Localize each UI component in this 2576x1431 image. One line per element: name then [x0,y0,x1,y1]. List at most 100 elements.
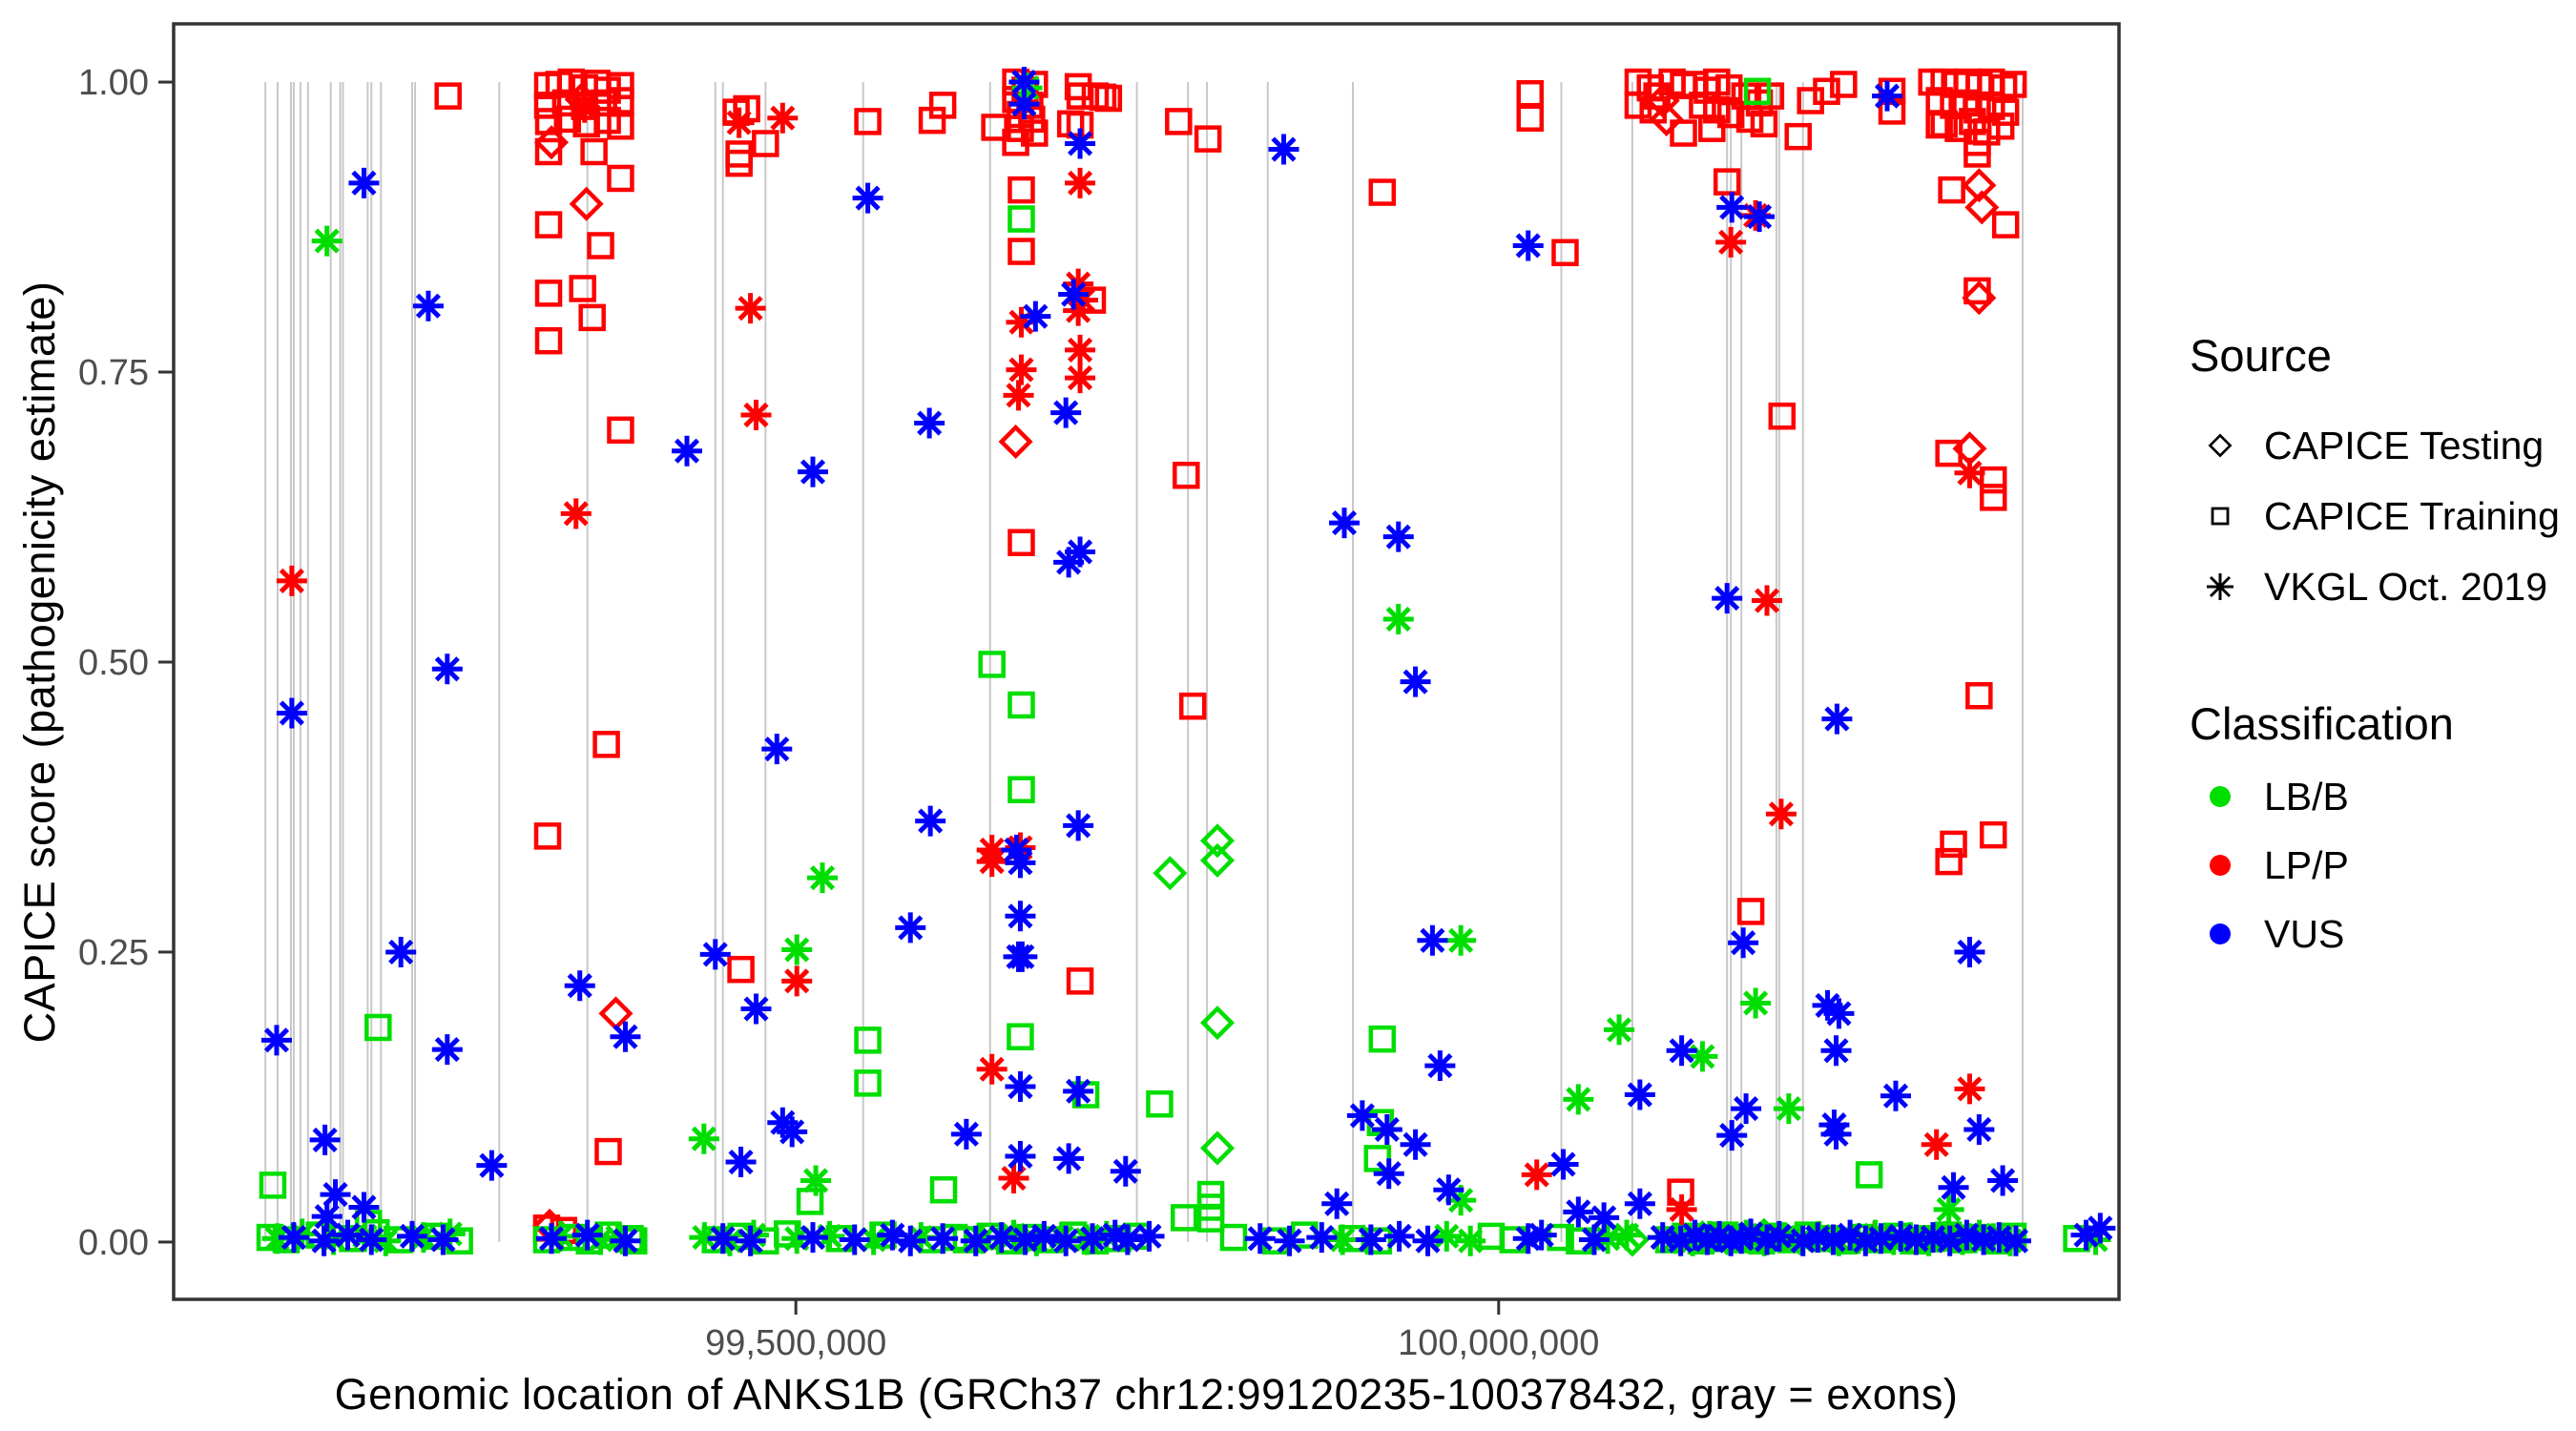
data-point-asterisk [781,1223,813,1255]
data-point-asterisk [1321,1188,1353,1219]
data-point-square [594,1137,622,1166]
data-point-asterisk [1063,295,1094,326]
data-point-asterisk [1589,1202,1620,1234]
data-point-asterisk [276,697,307,729]
data-point-square [1165,108,1193,135]
data-point-asterisk [1346,1100,1378,1131]
data-point-asterisk [1274,1225,1305,1256]
data-point-asterisk [1065,167,1096,198]
data-point-asterisk [740,993,772,1025]
data-point-asterisk [560,498,592,529]
data-point-square [1007,1023,1034,1050]
data-point-asterisk [699,939,731,970]
data-point-asterisk [2085,1213,2116,1244]
data-point-asterisk [1692,1224,1723,1255]
data-point-asterisk [1548,1149,1579,1180]
data-point-asterisk [1938,1172,1969,1203]
data-point-asterisk [1306,1222,1338,1254]
data-point-asterisk [735,293,766,324]
legend-item-vus: VUS [2190,908,2344,960]
data-point-asterisk [1712,583,1743,614]
data-point-asterisk [671,435,702,467]
y-tick-label: 0.75 [78,353,149,393]
data-point-asterisk [740,400,772,430]
data-point-square [1813,77,1840,106]
data-point-square [981,114,1008,141]
data-point-asterisk [905,1222,937,1254]
data-point-asterisk [1984,1222,2015,1254]
data-point-square [1743,77,1772,106]
data-point-square [1944,114,1972,142]
data-point-asterisk [895,1225,926,1256]
data-point-asterisk [1744,201,1776,233]
data-point-asterisk [976,846,1008,878]
data-point-asterisk [914,407,945,439]
data-point-asterisk [858,1224,889,1255]
data-point-asterisk [1006,354,1037,385]
data-point-asterisk [1020,301,1051,332]
x-axis-title: Genomic location of ANKS1B (GRCh37 chr12… [334,1370,1959,1419]
data-point-asterisk [1327,1224,1359,1255]
data-point-diamond [1964,190,2000,225]
data-point-asterisk [1666,1035,1697,1067]
data-point-diamond [1962,280,1997,316]
data-point-asterisk [1383,1220,1415,1252]
legend-item-vkgl: VKGL Oct. 2019 [2190,561,2547,612]
data-point-diamond [998,424,1033,459]
data-point-asterisk [1028,1220,1060,1252]
data-point-square [929,1175,958,1204]
data-point-asterisk [814,1220,845,1252]
asterisk-icon [2190,561,2251,612]
data-point-asterisk [689,1222,720,1254]
data-point-square [1797,87,1824,114]
data-point-asterisk [309,1124,341,1155]
data-point-asterisk [320,1179,351,1211]
data-point-asterisk [707,1223,738,1255]
exon-lines [264,82,2025,1242]
data-point-asterisk [1008,89,1040,120]
data-point-square [607,112,634,140]
data-point-square [1991,211,2020,238]
data-point-asterisk [1740,987,1772,1019]
y-tick-label: 1.00 [78,63,149,103]
data-point-asterisk [564,970,595,1002]
data-point-asterisk [1716,192,1748,223]
data-point-asterisk [1355,1224,1386,1255]
data-point-square [854,1069,882,1097]
data-point-asterisk [1110,1155,1141,1187]
data-point-asterisk [1512,230,1544,261]
data-point-asterisk [1954,457,1985,488]
data-point-square [1736,898,1765,925]
x-tick-label: 100,000,000 [1398,1323,1599,1363]
data-point-square [854,108,882,135]
data-point-asterisk [348,1192,380,1223]
data-point-square [1735,105,1764,134]
data-point-asterisk [1058,279,1090,310]
data-point-square [928,92,957,119]
data-point-square [1750,110,1778,138]
data-point-square [587,232,614,259]
data-point-asterisk [1604,1014,1635,1046]
data-point-square [1089,83,1117,112]
data-point-asterisk [1563,1084,1594,1115]
data-point-asterisk [1329,508,1361,539]
data-point-square [1784,122,1812,151]
data-point-asterisk [1726,1223,1757,1255]
panel-border [172,22,2121,1301]
data-point-asterisk [1872,80,1902,112]
data-point-square [1170,1204,1198,1232]
data-point-asterisk [332,1219,364,1251]
data-point-asterisk [1820,1118,1852,1150]
data-point-diamond [569,186,604,221]
data-point-asterisk [852,182,883,214]
data-point-asterisk [1433,1174,1465,1206]
data-point-diamond [1962,168,1997,203]
data-point-asterisk [915,805,946,837]
data-point-square [1963,140,1991,168]
data-point-asterisk [1901,1224,1932,1255]
data-point-square [1986,112,2015,140]
data-point-square [1008,691,1035,719]
data-point-asterisk [1624,1188,1655,1219]
data-point-asterisk [1050,1225,1082,1256]
data-point-square [1363,1145,1392,1172]
